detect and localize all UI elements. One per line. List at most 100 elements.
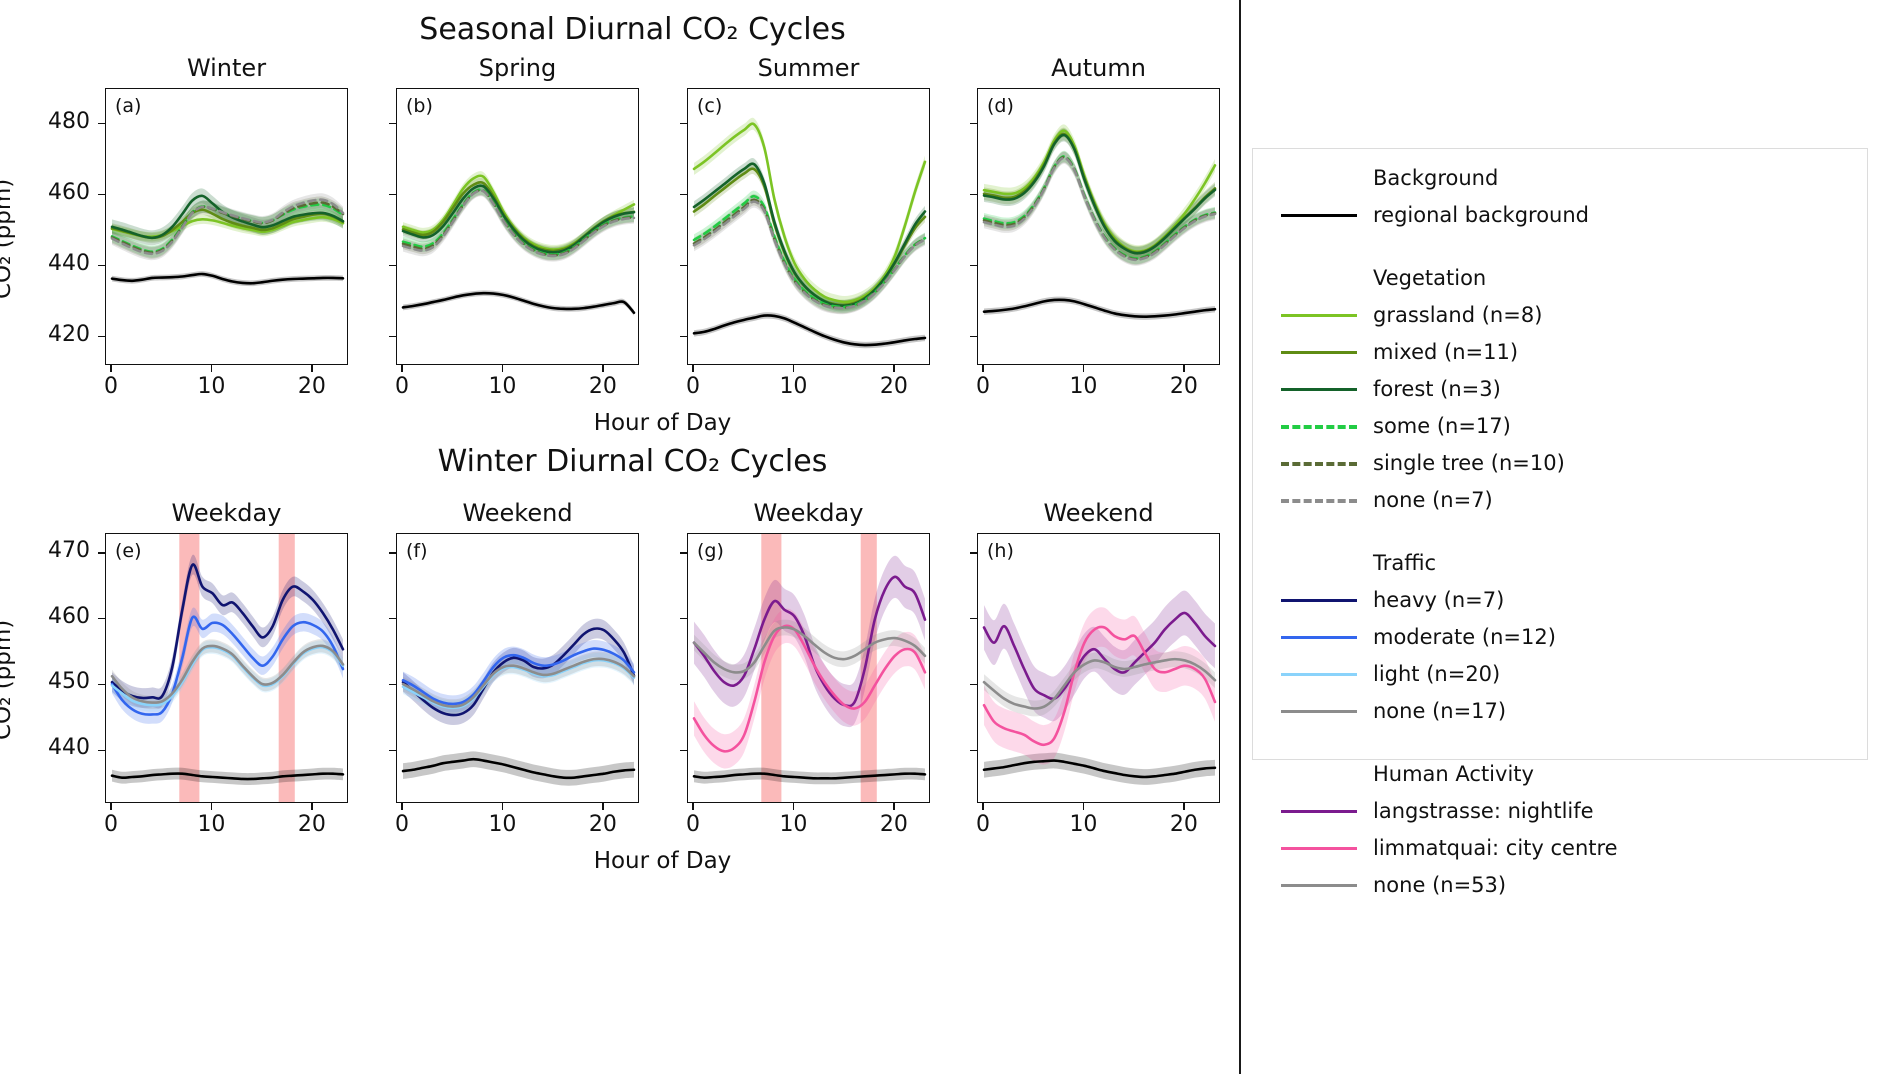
- x-tickmark: [110, 803, 112, 810]
- y-tickmark: [98, 617, 105, 620]
- legend-entry[interactable]: moderate (n=12): [1253, 622, 1867, 652]
- uncertainty-band: [984, 651, 1215, 717]
- legend-entry[interactable]: limmatquai: city centre: [1253, 833, 1867, 863]
- series-line: [110, 644, 345, 704]
- series-line: [982, 657, 1217, 710]
- plot-axes-a: (a): [105, 88, 348, 365]
- legend-entry[interactable]: langstrasse: nightlife: [1253, 796, 1867, 826]
- panel-title-a: Winter: [186, 54, 267, 82]
- y-tickmark: [680, 683, 687, 686]
- legend-entry[interactable]: none (n=7): [1253, 485, 1867, 515]
- series-line: [692, 200, 927, 310]
- series-line: [692, 314, 927, 347]
- x-tick-label: 10: [488, 812, 517, 837]
- y-tickmark: [970, 193, 977, 196]
- panel-title-f: Weekend: [462, 499, 573, 527]
- series-line: [982, 298, 1217, 318]
- x-tickmark: [1183, 365, 1185, 372]
- x-tick-label: 20: [1169, 812, 1198, 837]
- y-tickmark: [389, 749, 396, 752]
- rush-hour-band: [860, 534, 877, 802]
- plot-axes-g: (g): [687, 533, 930, 803]
- x-tick-label: 20: [588, 374, 617, 399]
- x-tick-label: 20: [297, 812, 326, 837]
- x-tickmark: [210, 803, 213, 810]
- series-line: [692, 624, 927, 753]
- series-line: [692, 162, 927, 307]
- legend-entry-label: forest (n=3): [1373, 377, 1501, 401]
- legend-entry[interactable]: light (n=20): [1253, 659, 1867, 689]
- y-tickmark: [389, 122, 396, 125]
- x-tick-label: 10: [1069, 812, 1098, 837]
- y-tick-label: 480: [48, 108, 90, 134]
- panel-title-b: Spring: [478, 54, 557, 82]
- x-tickmark: [501, 365, 504, 372]
- x-tick-label: 0: [395, 374, 410, 399]
- legend-entry-label: moderate (n=12): [1373, 625, 1556, 649]
- legend-header-2: Traffic: [1253, 548, 1867, 578]
- plot-axes-b: (b): [396, 88, 639, 365]
- legend-section-title: Vegetation: [1373, 266, 1487, 290]
- y-tickmark: [680, 264, 687, 267]
- series-line: [692, 772, 927, 780]
- series-line: [110, 563, 345, 700]
- series-line: [401, 647, 636, 706]
- plot-axes-f: (f): [396, 533, 639, 803]
- x-tickmark: [1082, 803, 1085, 810]
- y-tickmark: [970, 264, 977, 267]
- x-tickmark: [401, 365, 403, 372]
- x-tick-label: 20: [588, 812, 617, 837]
- y-tickmark: [680, 749, 687, 752]
- plot-axes-c: (c): [687, 88, 930, 365]
- legend-entry[interactable]: regional background: [1253, 200, 1867, 230]
- x-tickmark: [893, 365, 895, 372]
- x-tick-label: 10: [488, 374, 517, 399]
- legend-entry-label: none (n=53): [1373, 873, 1507, 897]
- legend-entry-label: limmatquai: city centre: [1373, 836, 1618, 860]
- uncertainty-band: [112, 640, 343, 712]
- y-tickmark: [98, 122, 105, 125]
- x-tickmark: [1082, 365, 1085, 372]
- panel-letter-d: (d): [987, 95, 1014, 117]
- legend-entry[interactable]: single tree (n=10): [1253, 448, 1867, 478]
- uncertainty-band: [112, 271, 343, 287]
- series-line: [982, 611, 1217, 701]
- y-tickmark: [389, 617, 396, 620]
- y-tickmark: [970, 335, 977, 338]
- y-tick-label: 420: [48, 321, 90, 347]
- x-tickmark: [602, 803, 604, 810]
- panel-title-e: Weekday: [171, 499, 282, 527]
- legend-entry[interactable]: none (n=53): [1253, 870, 1867, 900]
- x-tickmark: [982, 803, 984, 810]
- legend-entry[interactable]: none (n=17): [1253, 696, 1867, 726]
- y-tickmark: [98, 193, 105, 196]
- legend-entry[interactable]: some (n=17): [1253, 411, 1867, 441]
- legend-entry-label: none (n=17): [1373, 699, 1507, 723]
- y-tickmark: [389, 193, 396, 196]
- y-axis-label-top: CO₂ (ppm): [0, 178, 16, 299]
- x-tickmark: [311, 365, 313, 372]
- legend-entry[interactable]: forest (n=3): [1253, 374, 1867, 404]
- series-line: [692, 575, 927, 708]
- uncertainty-band: [984, 150, 1215, 265]
- x-tick-label: 20: [1169, 374, 1198, 399]
- uncertainty-band: [403, 618, 634, 725]
- legend-entry[interactable]: mixed (n=11): [1253, 337, 1867, 367]
- legend-entry[interactable]: heavy (n=7): [1253, 585, 1867, 615]
- x-tickmark: [401, 803, 403, 810]
- legend-entry-label: langstrasse: nightlife: [1373, 799, 1594, 823]
- x-tick-label: 20: [297, 374, 326, 399]
- x-tick-label: 0: [976, 374, 991, 399]
- y-tickmark: [970, 617, 977, 620]
- y-tickmark: [98, 335, 105, 338]
- series-line: [110, 198, 345, 256]
- uncertainty-band: [984, 607, 1215, 765]
- y-tick-label: 440: [48, 250, 90, 276]
- legend-entry-label: light (n=20): [1373, 662, 1501, 686]
- figure-legend: Background regional background Vegetation g…: [1252, 148, 1868, 897]
- x-tick-label: 10: [779, 812, 808, 837]
- y-tickmark: [389, 264, 396, 267]
- legend-entry[interactable]: grassland (n=8): [1253, 300, 1867, 330]
- x-tick-label: 0: [976, 812, 991, 837]
- x-tick-label: 0: [686, 374, 701, 399]
